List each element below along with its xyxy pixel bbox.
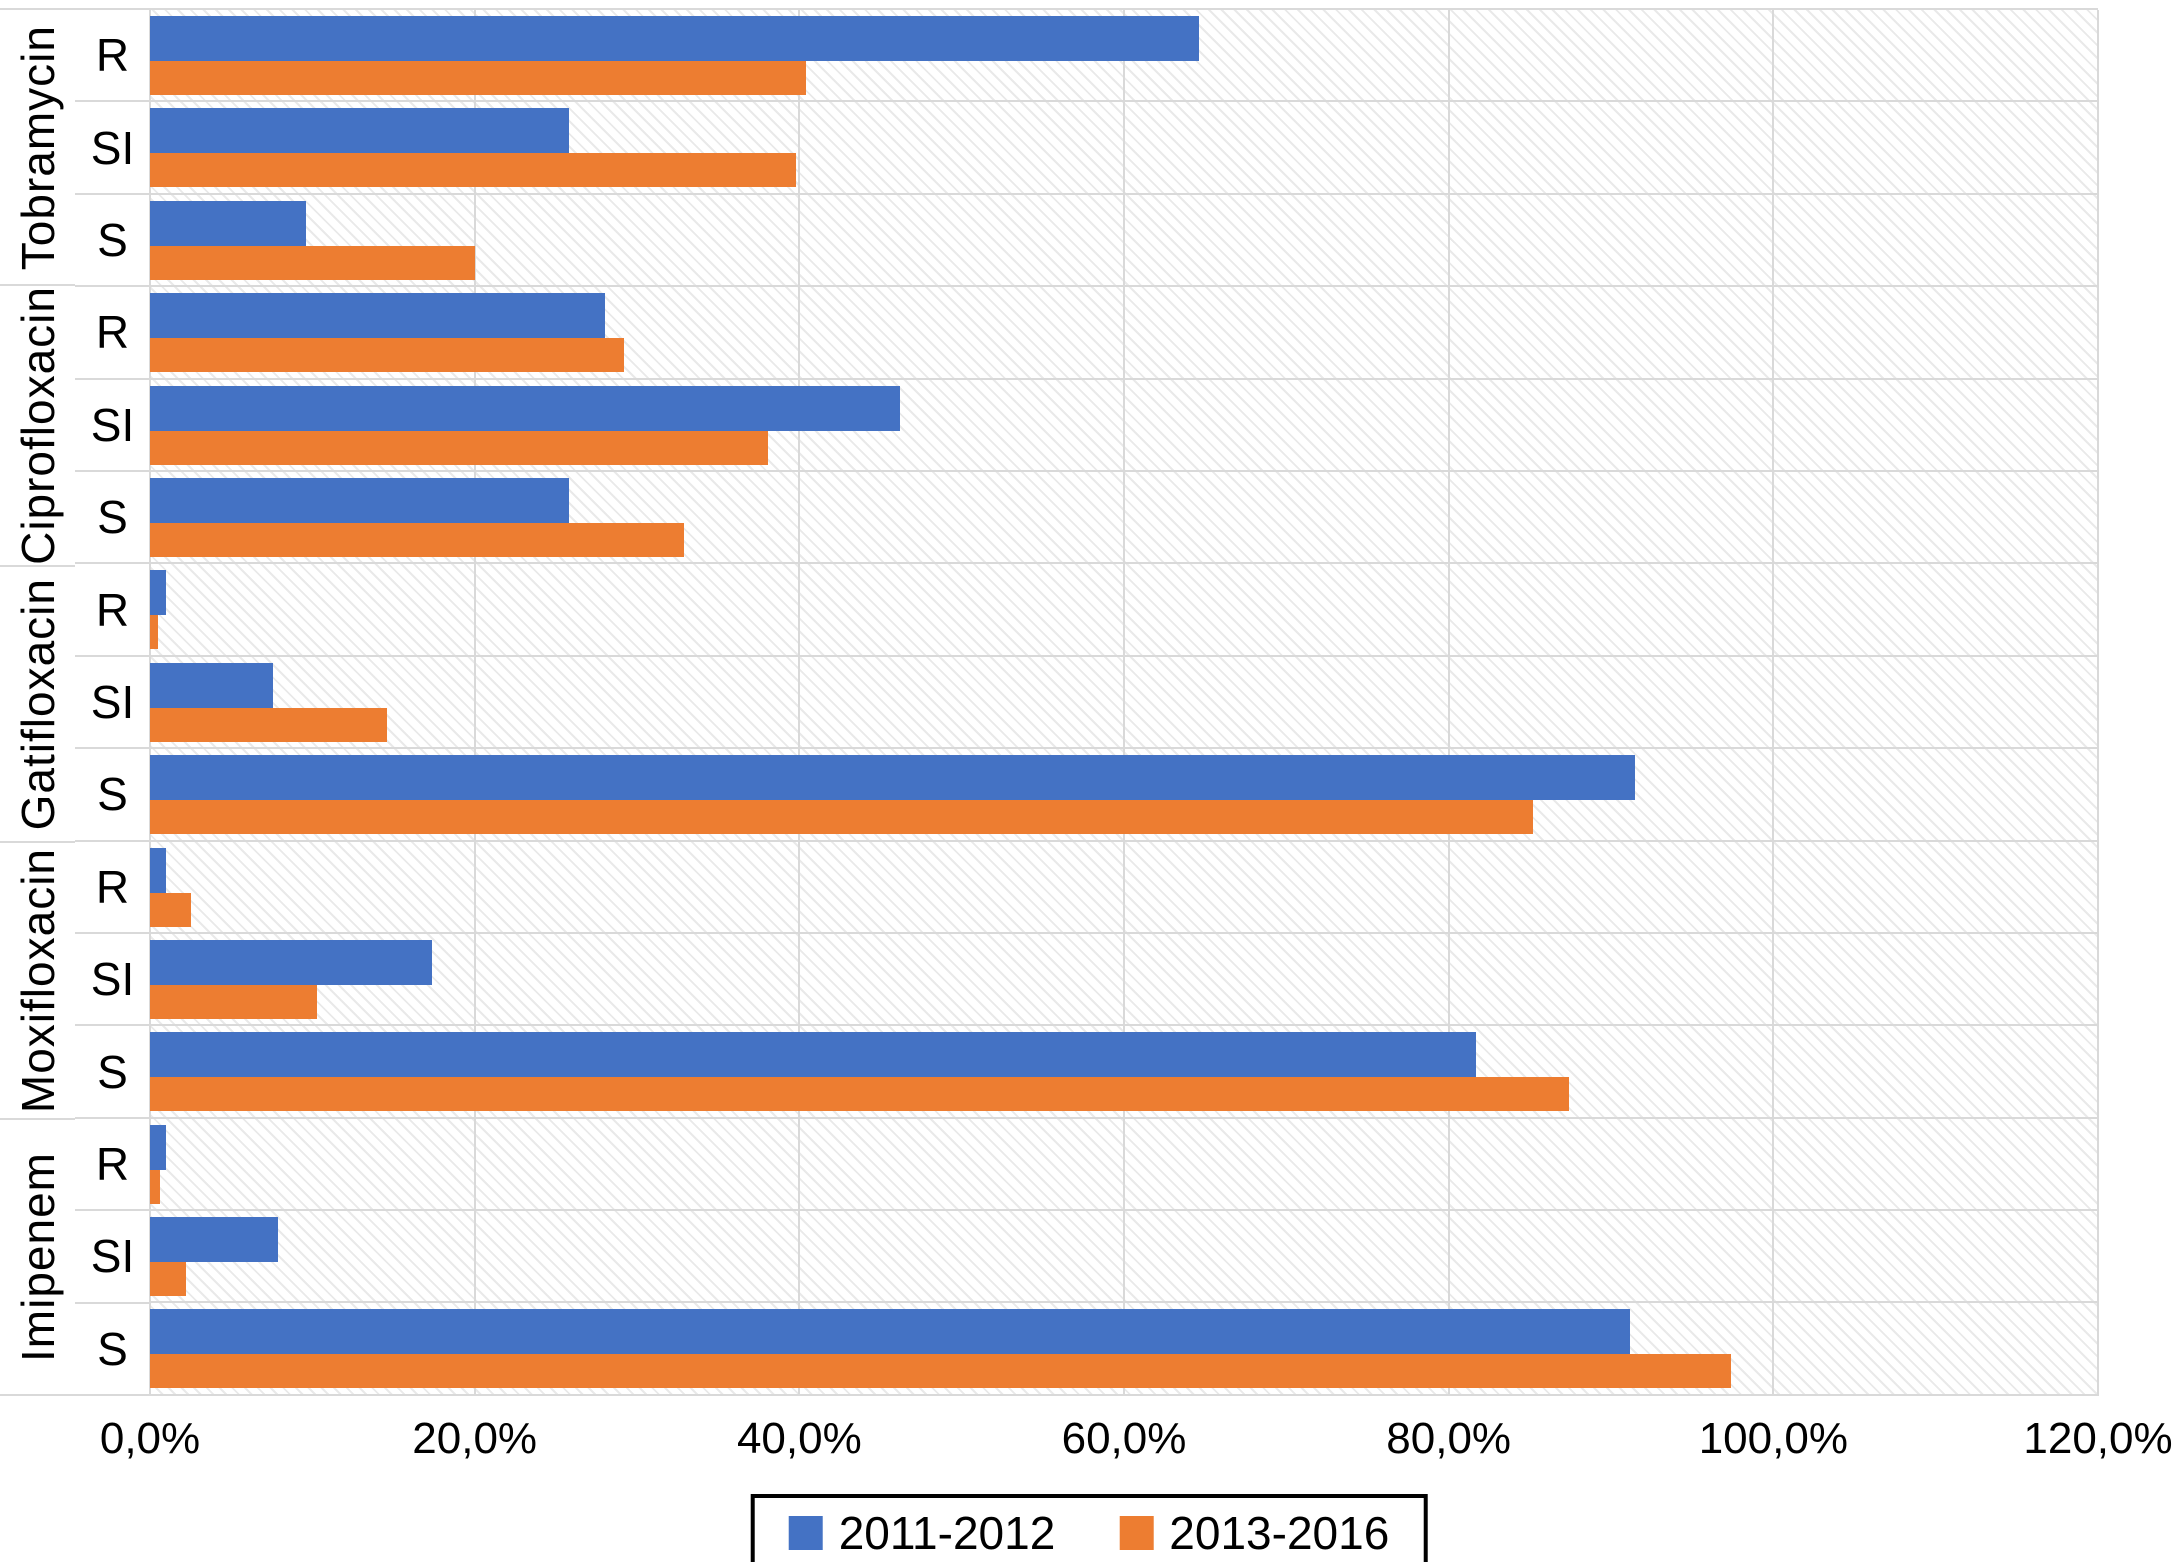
group-label-ciprofloxacin: Ciprofloxacin bbox=[0, 286, 75, 568]
group-label-text: Tobramycin bbox=[11, 24, 64, 270]
bar-2011-2012-imipenem-si bbox=[150, 1217, 279, 1263]
category-label: R bbox=[75, 842, 150, 935]
category-label: R bbox=[75, 1119, 150, 1212]
bar-2011-2012-imipenem-r bbox=[150, 1124, 167, 1170]
bar-2013-2016-imipenem-s bbox=[150, 1354, 1732, 1389]
category-label: S bbox=[75, 1026, 150, 1119]
bar-row-imipenem-s bbox=[150, 1303, 2098, 1396]
bar-2011-2012-tobramycin-s bbox=[150, 200, 306, 246]
category-label: SI bbox=[75, 1211, 150, 1304]
vertical-gridline bbox=[473, 10, 476, 1396]
category-label: S bbox=[75, 1304, 150, 1397]
x-tick-label: 80,0% bbox=[1386, 1414, 1512, 1463]
legend-item-2011-2012: 2011-2012 bbox=[788, 1506, 1056, 1560]
bar-row-imipenem-si bbox=[150, 1211, 2098, 1304]
legend-item-2013-2016: 2013-2016 bbox=[1119, 1506, 1389, 1560]
bar-2013-2016-gatifloxacin-r bbox=[150, 615, 159, 650]
bar-2013-2016-imipenem-r bbox=[150, 1169, 160, 1204]
legend: 2011-2012 2013-2016 bbox=[750, 1494, 1428, 1562]
bar-2013-2016-gatifloxacin-si bbox=[150, 707, 387, 742]
category-label: SI bbox=[75, 657, 150, 750]
group-label-text: Gatifloxacin bbox=[11, 578, 64, 831]
bar-2013-2016-ciprofloxacin-si bbox=[150, 430, 769, 465]
bar-2011-2012-moxifloxacin-r bbox=[150, 847, 167, 893]
bar-2011-2012-gatifloxacin-si bbox=[150, 662, 274, 708]
vertical-gridline bbox=[1123, 10, 1125, 1396]
group-label-gatifloxacin: Gatifloxacin bbox=[0, 567, 75, 844]
bar-row-moxifloxacin-s bbox=[150, 1026, 2098, 1119]
group-label-imipenem: Imipenem bbox=[0, 1120, 75, 1397]
bar-row-gatifloxacin-r bbox=[150, 564, 2098, 657]
bar-2011-2012-tobramycin-r bbox=[150, 16, 1199, 61]
group-label-text: Ciprofloxacin bbox=[11, 286, 64, 566]
bar-row-tobramycin-s bbox=[150, 195, 2098, 288]
bar-2013-2016-ciprofloxacin-r bbox=[150, 338, 624, 373]
legend-swatch-icon bbox=[788, 1516, 823, 1550]
bar-2011-2012-gatifloxacin-r bbox=[150, 570, 167, 616]
legend-swatch-icon bbox=[1119, 1516, 1154, 1550]
x-tick-label: 40,0% bbox=[736, 1414, 862, 1463]
y-axis-category-labels: R SI S R SI S R SI S R SI S R SI S bbox=[75, 8, 150, 1397]
category-label: R bbox=[75, 564, 150, 657]
legend-label: 2011-2012 bbox=[838, 1507, 1056, 1559]
category-label: S bbox=[75, 749, 150, 842]
group-label-text: Moxifloxacin bbox=[11, 848, 64, 1114]
bar-row-tobramycin-r bbox=[150, 10, 2098, 103]
bar-2013-2016-tobramycin-r bbox=[150, 61, 806, 95]
bar-2013-2016-moxifloxacin-r bbox=[150, 892, 191, 927]
category-label: S bbox=[75, 472, 150, 565]
category-label: R bbox=[75, 10, 150, 103]
category-label: SI bbox=[75, 934, 150, 1027]
vertical-gridline bbox=[1772, 10, 1775, 1396]
x-tick-label: 100,0% bbox=[1698, 1414, 1848, 1463]
x-tick-label: 120,0% bbox=[2023, 1414, 2173, 1463]
bar-2013-2016-ciprofloxacin-s bbox=[150, 522, 685, 557]
x-tick-label: 60,0% bbox=[1061, 1414, 1187, 1463]
bar-row-moxifloxacin-si bbox=[150, 934, 2098, 1027]
bar-row-gatifloxacin-si bbox=[150, 657, 2098, 750]
bar-row-ciprofloxacin-si bbox=[150, 380, 2098, 472]
bar-2011-2012-imipenem-s bbox=[150, 1309, 1631, 1355]
group-label-text: Imipenem bbox=[11, 1151, 64, 1362]
group-label-moxifloxacin: Moxifloxacin bbox=[0, 843, 75, 1120]
vertical-gridline bbox=[2097, 10, 2099, 1396]
bar-row-ciprofloxacin-r bbox=[150, 287, 2098, 380]
vertical-gridline bbox=[798, 10, 801, 1396]
category-label: S bbox=[75, 195, 150, 288]
group-label-tobramycin: Tobramycin bbox=[0, 10, 75, 287]
bar-2011-2012-ciprofloxacin-si bbox=[150, 385, 900, 431]
bar-2013-2016-tobramycin-s bbox=[150, 245, 475, 280]
bar-2011-2012-moxifloxacin-si bbox=[150, 939, 433, 985]
bar-2013-2016-moxifloxacin-si bbox=[150, 984, 318, 1019]
bar-2013-2016-moxifloxacin-s bbox=[150, 1077, 1569, 1112]
bar-2013-2016-gatifloxacin-s bbox=[150, 800, 1534, 835]
bar-row-ciprofloxacin-s bbox=[150, 472, 2098, 565]
bar-2013-2016-imipenem-si bbox=[150, 1262, 186, 1297]
bar-row-tobramycin-si bbox=[150, 102, 2098, 195]
category-label: SI bbox=[75, 380, 150, 473]
bar-2011-2012-ciprofloxacin-r bbox=[150, 293, 605, 339]
y-axis-group-labels: Tobramycin Ciprofloxacin Gatifloxacin Moxif… bbox=[0, 8, 75, 1397]
x-tick-label: 20,0% bbox=[412, 1414, 538, 1463]
bar-row-moxifloxacin-r bbox=[150, 842, 2098, 934]
bar-2011-2012-gatifloxacin-s bbox=[150, 755, 1636, 801]
x-tick-label: 0,0% bbox=[99, 1414, 201, 1463]
plot-area bbox=[149, 8, 2099, 1396]
bar-row-gatifloxacin-s bbox=[150, 749, 2098, 842]
vertical-gridline bbox=[1447, 10, 1450, 1396]
legend-label: 2013-2016 bbox=[1169, 1507, 1390, 1559]
bar-2011-2012-moxifloxacin-s bbox=[150, 1032, 1477, 1078]
category-label: SI bbox=[75, 102, 150, 195]
category-label: R bbox=[75, 287, 150, 380]
bar-row-imipenem-r bbox=[150, 1119, 2098, 1212]
bar-2011-2012-ciprofloxacin-s bbox=[150, 477, 569, 523]
bar-2013-2016-tobramycin-si bbox=[150, 153, 797, 188]
bar-2011-2012-tobramycin-si bbox=[150, 108, 569, 154]
